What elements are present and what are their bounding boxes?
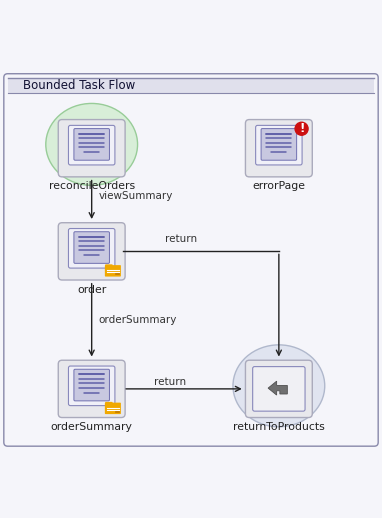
FancyBboxPatch shape [8, 78, 374, 93]
Text: reconcileOrders: reconcileOrders [49, 181, 135, 192]
FancyBboxPatch shape [105, 402, 113, 406]
Text: viewSummary: viewSummary [99, 191, 173, 201]
FancyBboxPatch shape [105, 402, 121, 414]
FancyBboxPatch shape [58, 223, 125, 280]
FancyBboxPatch shape [74, 232, 110, 263]
FancyBboxPatch shape [256, 125, 302, 165]
Text: orderSummary: orderSummary [99, 315, 177, 325]
Circle shape [295, 122, 308, 135]
Text: return: return [165, 235, 197, 244]
Ellipse shape [46, 104, 138, 185]
FancyBboxPatch shape [105, 265, 121, 277]
Text: returnToProducts: returnToProducts [233, 422, 325, 432]
Polygon shape [268, 381, 287, 395]
FancyBboxPatch shape [4, 74, 378, 446]
FancyBboxPatch shape [68, 366, 115, 406]
Text: orderSummary: orderSummary [51, 422, 133, 432]
Text: return: return [154, 377, 186, 387]
FancyBboxPatch shape [245, 360, 312, 418]
FancyBboxPatch shape [261, 128, 297, 160]
FancyBboxPatch shape [253, 367, 305, 411]
FancyBboxPatch shape [74, 128, 110, 160]
FancyBboxPatch shape [68, 228, 115, 268]
FancyBboxPatch shape [245, 120, 312, 177]
Text: Bounded Task Flow: Bounded Task Flow [23, 79, 135, 92]
Ellipse shape [233, 345, 325, 427]
Text: order: order [77, 284, 106, 295]
FancyBboxPatch shape [74, 369, 110, 401]
FancyBboxPatch shape [68, 125, 115, 165]
FancyBboxPatch shape [58, 360, 125, 418]
Text: !: ! [299, 122, 304, 135]
FancyBboxPatch shape [105, 264, 113, 268]
Text: errorPage: errorPage [253, 181, 305, 192]
FancyBboxPatch shape [58, 120, 125, 177]
